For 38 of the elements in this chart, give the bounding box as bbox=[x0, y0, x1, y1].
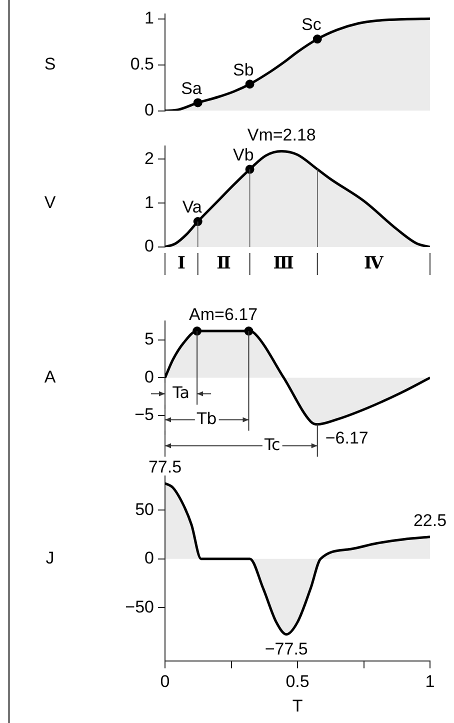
annotation: Vm=2.18 bbox=[247, 125, 316, 144]
annotation: Sa bbox=[181, 78, 202, 98]
y-axis-title: V bbox=[44, 192, 56, 212]
text: Ⅲ bbox=[273, 253, 294, 274]
y-tick-label: 1 bbox=[144, 192, 154, 212]
annotation: Sc bbox=[302, 15, 322, 34]
annotation: 77.5 bbox=[148, 458, 182, 476]
annotation: 22.5 bbox=[413, 511, 447, 530]
x-tick-label: 1 bbox=[425, 672, 435, 692]
ref-line-label: Ta bbox=[172, 382, 190, 402]
y-axis-title: A bbox=[44, 367, 56, 386]
x-axis-title: T bbox=[292, 696, 303, 716]
annotation: −77.5 bbox=[264, 640, 308, 659]
annotation: Va bbox=[182, 198, 202, 217]
y-tick-label: −50 bbox=[125, 597, 154, 616]
annotation: Vb bbox=[233, 145, 254, 164]
y-tick-label: −5 bbox=[134, 405, 154, 424]
annotation: Am=6.17 bbox=[189, 305, 258, 324]
y-tick-label: 50 bbox=[135, 500, 154, 519]
y-axis-title: J bbox=[46, 548, 54, 568]
ref-line-label: Tc bbox=[263, 434, 280, 454]
y-tick-label: 0 bbox=[144, 100, 154, 120]
y-tick-label: 5 bbox=[144, 330, 154, 349]
ref-line-label: Tb bbox=[196, 408, 217, 428]
text: Ⅳ bbox=[364, 253, 384, 274]
y-tick-label: 0.5 bbox=[130, 54, 154, 74]
y-axis-title: S bbox=[44, 54, 56, 74]
text: Ⅱ bbox=[216, 253, 231, 274]
y-tick-label: 1 bbox=[144, 8, 154, 28]
text: Ⅰ bbox=[177, 253, 186, 274]
y-tick-label: 0 bbox=[144, 236, 154, 256]
annotation: Sb bbox=[233, 60, 254, 80]
y-tick-label: 0 bbox=[144, 367, 154, 386]
x-tick-label: 0.5 bbox=[286, 672, 310, 692]
y-tick-label: 2 bbox=[144, 148, 154, 168]
annotation: −6.17 bbox=[325, 428, 368, 448]
x-tick-label: 0 bbox=[160, 672, 170, 692]
y-tick-label: 0 bbox=[144, 548, 154, 568]
